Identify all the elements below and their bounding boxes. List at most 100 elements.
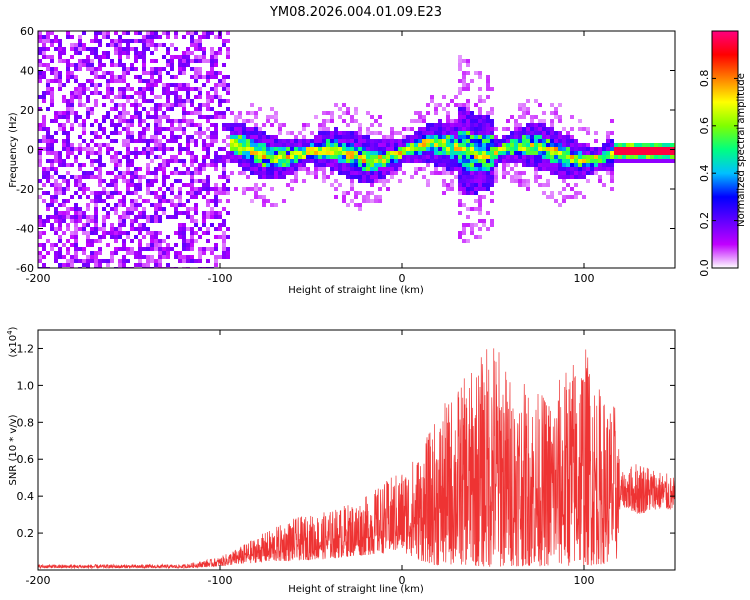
spectrogram-cell [206, 59, 210, 63]
spectrogram-cell [426, 111, 430, 115]
spectrogram-cell [158, 187, 162, 191]
spectrogram-cell [150, 203, 154, 207]
spectrogram-cell [194, 179, 198, 183]
spectrogram-cell [218, 51, 222, 55]
spectrogram-cell [426, 139, 430, 143]
spectrogram-cell [422, 167, 426, 171]
spectrogram-cell [150, 91, 154, 95]
spectrogram-cell [366, 139, 370, 143]
spectrogram-cell [98, 43, 102, 47]
spectrogram-cell [206, 95, 210, 99]
spectrogram-cell [222, 231, 226, 235]
spectrogram-cell [498, 155, 502, 159]
spectrogram-cell [166, 127, 170, 131]
spectrogram-cell [610, 179, 614, 183]
spectrogram-cell [586, 159, 590, 163]
spectrogram-cell [618, 143, 622, 147]
spectrogram-cell [78, 183, 82, 187]
spectrogram-cell [534, 163, 538, 167]
spectrogram-cell [430, 151, 434, 155]
spectrogram-cell [462, 159, 466, 163]
spectrogram-cell [62, 231, 66, 235]
spectrogram-cell [86, 63, 90, 67]
spectrogram-cell [226, 155, 230, 159]
spectrogram-cell [374, 159, 378, 163]
spectrogram-cell [514, 131, 518, 135]
spectrogram-cell [578, 191, 582, 195]
spectrogram-cell [134, 59, 138, 63]
spectrogram-cell [214, 131, 218, 135]
spectrogram-cell [58, 191, 62, 195]
spectrogram-cell [490, 175, 494, 179]
spectrogram-cell [154, 43, 158, 47]
spectrogram-cell [286, 159, 290, 163]
spectrogram-cell [566, 131, 570, 135]
spectrogram-cell [170, 43, 174, 47]
spectrogram-cell [90, 255, 94, 259]
spectrogram-cell [322, 123, 326, 127]
spectrogram-cell [510, 143, 514, 147]
spectrogram-cell [54, 39, 58, 43]
spectrogram-x-ticks: -200 -100 0 100 [26, 31, 595, 285]
spectrogram-cell [134, 99, 138, 103]
spectrogram-cell [330, 143, 334, 147]
spectrogram-cell [74, 87, 78, 91]
spectrogram-cell [458, 67, 462, 71]
spectrogram-cell [130, 171, 134, 175]
spectrogram-cell [46, 175, 50, 179]
spectrogram-cell [126, 99, 130, 103]
spectrogram-cell [362, 167, 366, 171]
spectrogram-cell [638, 151, 642, 155]
spectrogram-cell [170, 147, 174, 151]
spectrogram-cell [94, 99, 98, 103]
spectrogram-cell [546, 139, 550, 143]
spectrogram-cell [102, 63, 106, 67]
spectrogram-cell [122, 31, 126, 35]
spectrogram-cell [366, 127, 370, 131]
spectrogram-cell [342, 119, 346, 123]
spectrogram-cell [86, 155, 90, 159]
spectrogram-cell [366, 159, 370, 163]
spectrogram-cell [170, 203, 174, 207]
spectrogram-cell [326, 147, 330, 151]
spectrogram-cell [438, 135, 442, 139]
spectrogram-cell [250, 119, 254, 123]
spectrogram-cell [130, 139, 134, 143]
spectrogram-cell [118, 87, 122, 91]
spectrogram-cell [82, 119, 86, 123]
spectrogram-cell [202, 251, 206, 255]
spectrogram-cell [534, 167, 538, 171]
spectrogram-cell [194, 55, 198, 59]
spectrogram-cell [130, 47, 134, 51]
spectrogram-cell [106, 147, 110, 151]
spectrogram-cell [130, 219, 134, 223]
spectrogram-cell [658, 147, 662, 151]
spectrogram-cell [186, 99, 190, 103]
spectrogram-cell [170, 159, 174, 163]
spectrogram-cell [594, 131, 598, 135]
spectrogram-cell [526, 99, 530, 103]
spectrogram-cell [86, 175, 90, 179]
spectrogram-cell [86, 215, 90, 219]
spectrogram-cell [514, 143, 518, 147]
spectrogram-cell [142, 95, 146, 99]
spectrogram-cell [170, 119, 174, 123]
spectrogram-cell [206, 35, 210, 39]
spectrogram-cell [174, 255, 178, 259]
spectrogram-cell [70, 255, 74, 259]
spectrogram-cell [478, 235, 482, 239]
spectrogram-cell [66, 111, 70, 115]
spectrogram-cell [214, 259, 218, 263]
spectrogram-cell [574, 195, 578, 199]
spectrogram-cell [302, 167, 306, 171]
spectrogram-cell [142, 255, 146, 259]
spectrogram-cell [150, 239, 154, 243]
spectrogram-cell [466, 163, 470, 167]
spectrogram-cell [422, 131, 426, 135]
spectrogram-cell [122, 239, 126, 243]
spectrogram-cell [254, 187, 258, 191]
spectrogram-cell [350, 147, 354, 151]
spectrogram-cell [238, 111, 242, 115]
spectrogram-cell [242, 123, 246, 127]
spectrogram-cell [462, 59, 466, 63]
